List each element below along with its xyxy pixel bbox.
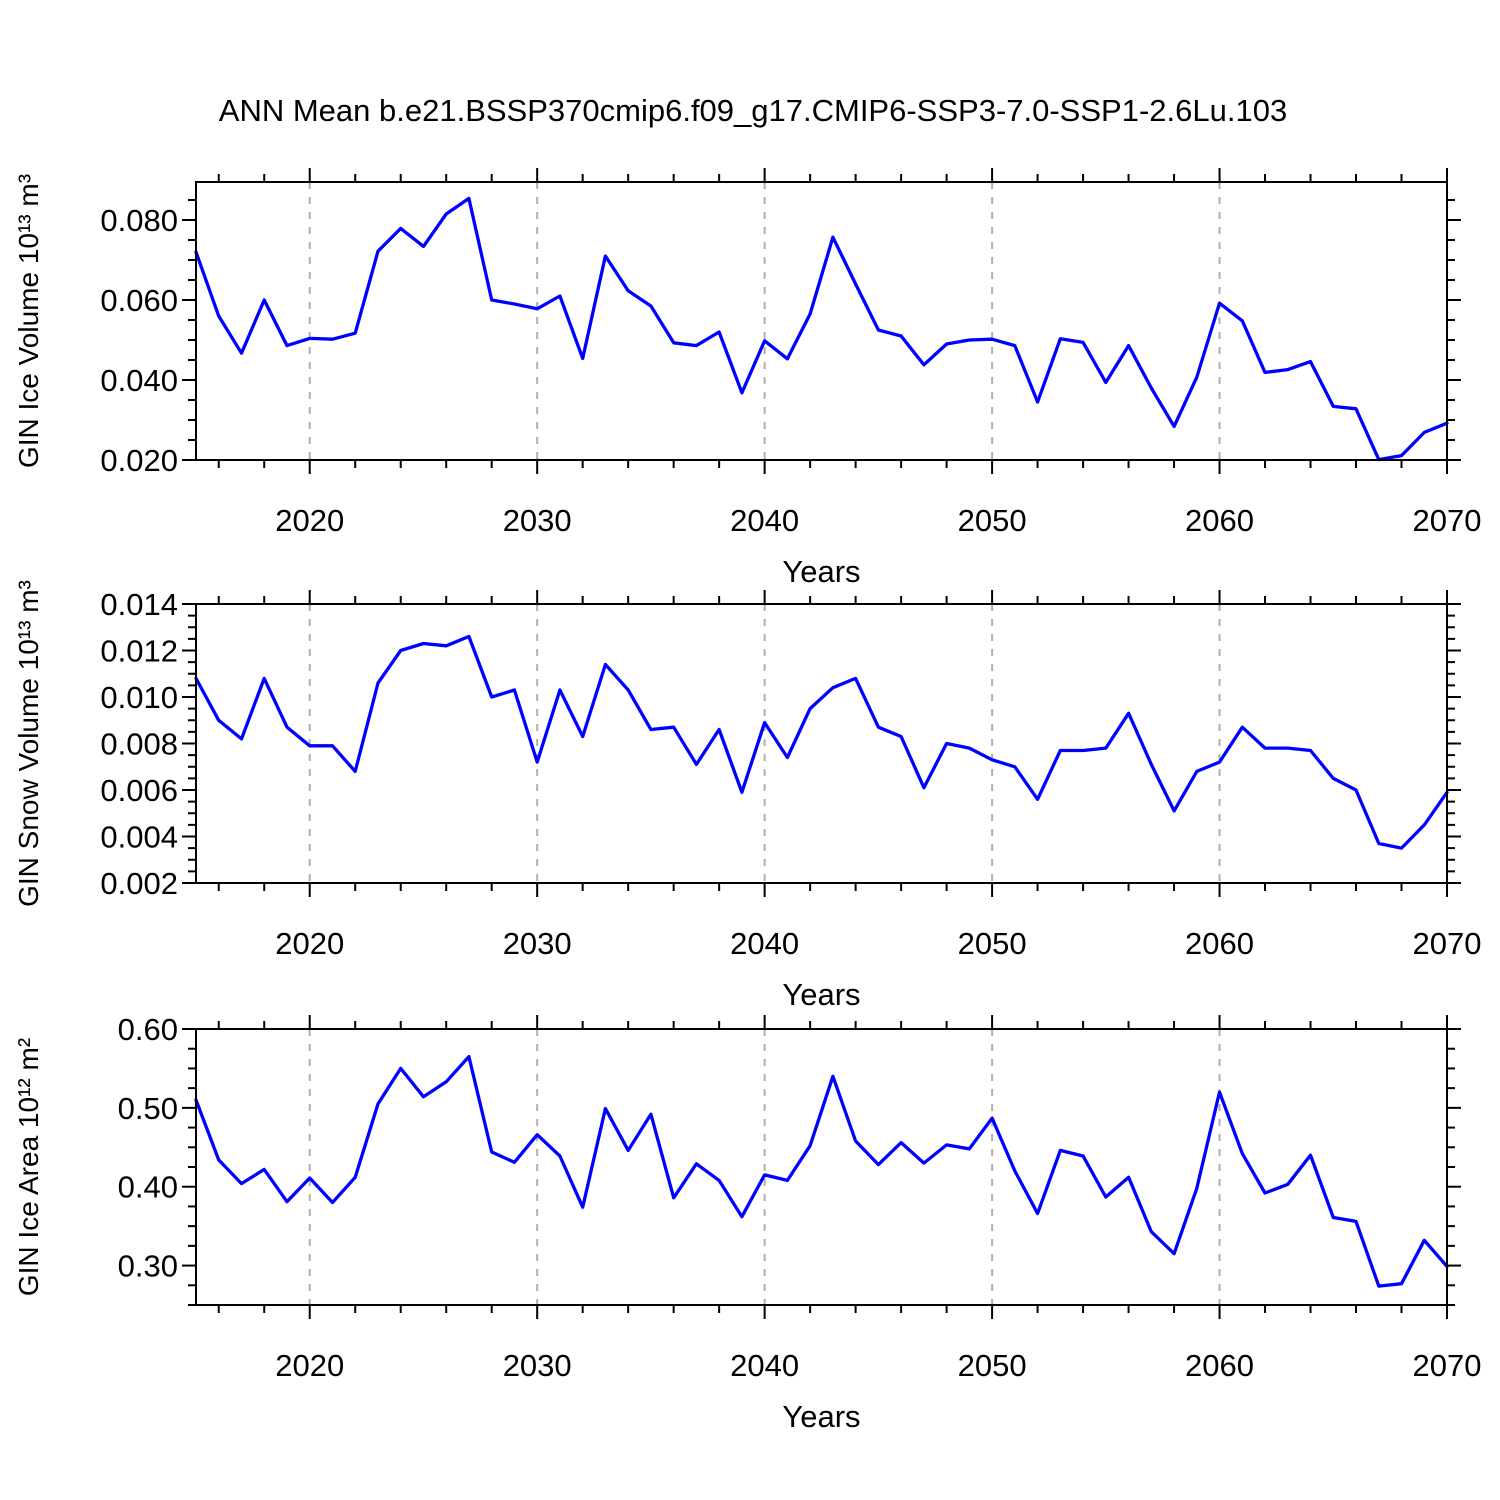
x-tick-label: 2070 (1413, 1348, 1482, 1383)
x-tick-label: 2070 (1413, 926, 1482, 961)
y-tick-label: 0.080 (100, 203, 178, 238)
y-tick-label: 0.010 (100, 680, 178, 715)
x-axis-title: Years (782, 977, 860, 1012)
x-tick-label: 2050 (958, 1348, 1027, 1383)
y-tick-label: 0.002 (100, 866, 178, 901)
plot-gin-ice-area: 2020 2030 2040 2050 2060 2070 0.30 0.40 0.50 0.60… (13, 1012, 1481, 1434)
y-tick-label: 0.008 (100, 727, 178, 762)
x-tick-label: 2040 (730, 503, 799, 538)
x-axis-title: Years (782, 1399, 860, 1434)
y-tick-label: 0.50 (118, 1091, 178, 1126)
x-tick-label: 2060 (1185, 1348, 1254, 1383)
series-line (194, 634, 1449, 850)
x-tick-label: 2020 (275, 1348, 344, 1383)
y-tick-label: 0.004 (100, 820, 178, 855)
y-tick-label: 0.006 (100, 773, 178, 808)
x-tick-label: 2040 (730, 1348, 799, 1383)
figure-title: ANN Mean b.e21.BSSP370cmip6.f09_g17.CMIP… (219, 93, 1287, 128)
y-tick-label: 0.040 (100, 363, 178, 398)
y-tick-label: 0.060 (100, 283, 178, 318)
x-tick-label: 2020 (275, 926, 344, 961)
x-tick-label: 2050 (958, 926, 1027, 961)
y-tick-label: 0.40 (118, 1170, 178, 1205)
x-tick-label: 2060 (1185, 926, 1254, 961)
x-tick-label: 2050 (958, 503, 1027, 538)
y-tick-label: 0.020 (100, 443, 178, 478)
y-tick-label: 0.60 (118, 1012, 178, 1047)
plot-frame (195, 181, 1448, 461)
plot-gin-snow-volume: 2020 2030 2040 2050 2060 2070 0.002 0.004 0.006 0… (13, 580, 1481, 1012)
x-tick-label: 2030 (503, 1348, 572, 1383)
x-tick-label: 2030 (503, 926, 572, 961)
x-tick-label: 2030 (503, 503, 572, 538)
series-line (194, 196, 1449, 462)
y-axis-title: GIN Ice Area 10¹² m² (13, 1038, 44, 1296)
x-tick-label: 2070 (1413, 503, 1482, 538)
y-tick-label: 0.012 (100, 634, 178, 669)
x-axis-title: Years (782, 554, 860, 589)
series-line (194, 1054, 1449, 1288)
plot-gin-ice-volume: 2020 2030 2040 2050 2060 2070 0.020 0.040 0.060 0… (13, 168, 1481, 589)
x-tick-label: 2040 (730, 926, 799, 961)
y-tick-label: 0.014 (100, 587, 178, 622)
y-axis-title: GIN Ice Volume 10¹³ m³ (13, 174, 44, 468)
x-tick-label: 2020 (275, 503, 344, 538)
y-tick-label: 0.30 (118, 1249, 178, 1284)
x-tick-label: 2060 (1185, 503, 1254, 538)
plot-frame (195, 1028, 1448, 1306)
y-axis-title: GIN Snow Volume 10¹³ m³ (13, 580, 44, 907)
